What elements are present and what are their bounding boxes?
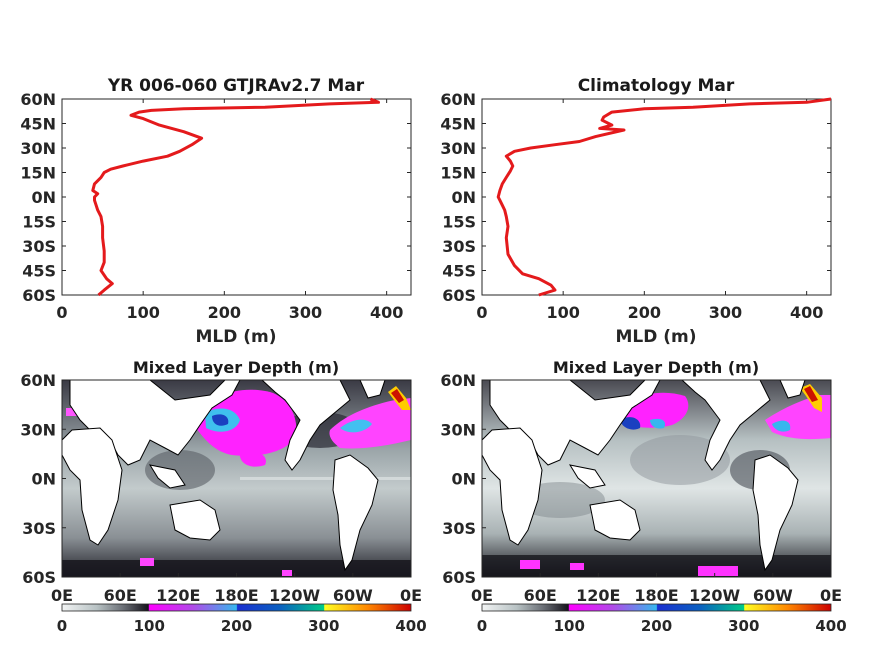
lon-tick-label: 120E bbox=[156, 586, 200, 605]
y-tick-label: 30S bbox=[22, 237, 56, 256]
x-tick-label: 200 bbox=[628, 303, 661, 322]
lat-tick-label: 30N bbox=[20, 420, 56, 439]
lat-tick-label: 0N bbox=[31, 470, 56, 489]
x-tick-labels: 0 100 200 300 400 bbox=[56, 99, 403, 322]
lon-tick-label: 60E bbox=[524, 586, 557, 605]
colorbar-tick-label: 400 bbox=[395, 617, 426, 635]
y-tick-label: 45S bbox=[442, 262, 476, 281]
y-tick-labels: 60N 45N 30N 15N 0N 15S 30S 45S 60S bbox=[20, 90, 411, 305]
colorbar-tick-label: 300 bbox=[308, 617, 339, 635]
x-tick-label: 100 bbox=[546, 303, 579, 322]
y-tick-label: 15S bbox=[22, 213, 56, 232]
colorbar-tick-label: 200 bbox=[221, 617, 252, 635]
profile-plot-left: YR 006-060 GTJRAv2.7 Mar 60N 45N 30N 15N 0N 1… bbox=[20, 76, 412, 347]
lon-tick-label: 180E bbox=[214, 586, 258, 605]
continents bbox=[482, 380, 806, 572]
lat-tick-label: 30N bbox=[440, 420, 476, 439]
y-tick-label: 15N bbox=[20, 164, 56, 183]
lon-tick-label: 120W bbox=[689, 586, 740, 605]
lon-tick-label: 60W bbox=[753, 586, 793, 605]
axes-frame bbox=[61, 98, 412, 296]
colorbar-tick-label: 0 bbox=[57, 617, 67, 635]
lon-tick-label: 0E bbox=[471, 586, 493, 605]
y-tick-label: 45S bbox=[22, 262, 56, 281]
x-tick-label: 0 bbox=[476, 303, 487, 322]
y-tick-label: 60N bbox=[20, 90, 56, 109]
lat-tick-label: 30S bbox=[442, 519, 476, 538]
map-lat-labels: 60N 30N 0N 30S 60S bbox=[440, 371, 486, 587]
map-field bbox=[482, 380, 831, 577]
y-tick-label: 0N bbox=[31, 188, 56, 207]
lat-tick-label: 60S bbox=[442, 568, 476, 587]
x-tick-label: 100 bbox=[126, 303, 159, 322]
y-tick-label: 15N bbox=[440, 164, 476, 183]
lon-tick-label: 60W bbox=[333, 586, 373, 605]
lon-tick-label: 0E bbox=[51, 586, 73, 605]
y-tick-label: 15S bbox=[442, 213, 476, 232]
colorbar-tick-label: 300 bbox=[728, 617, 759, 635]
colorbar-tick-labels: 0 100 200 300 400 bbox=[57, 617, 427, 635]
x-tick-label: 300 bbox=[289, 303, 322, 322]
lat-tick-label: 60N bbox=[20, 371, 56, 390]
y-tick-label: 60N bbox=[440, 90, 476, 109]
colorbar-tick-label: 200 bbox=[641, 617, 672, 635]
lon-tick-label: 60E bbox=[104, 586, 137, 605]
y-tick-label: 30N bbox=[20, 139, 56, 158]
colorbar bbox=[61, 603, 412, 612]
mld-profile-line bbox=[91, 97, 380, 297]
lat-tick-label: 60N bbox=[440, 371, 476, 390]
x-axis-label: MLD (m) bbox=[615, 327, 696, 347]
y-tick-label: 45N bbox=[440, 115, 476, 134]
colorbar bbox=[481, 603, 832, 612]
map-field bbox=[62, 380, 411, 577]
mld-map-left: Mixed Layer Depth (m) bbox=[20, 358, 426, 635]
map-lat-labels: 60N 30N 0N 30S 60S bbox=[20, 371, 66, 587]
y-tick-label: 60S bbox=[442, 286, 476, 305]
lon-tick-label: 180E bbox=[634, 586, 678, 605]
y-tick-labels: 60N 45N 30N 15N 0N 15S 30S 45S 60S bbox=[440, 90, 831, 305]
x-tick-label: 300 bbox=[709, 303, 742, 322]
plot-title: Climatology Mar bbox=[578, 76, 735, 96]
lon-tick-label: 120E bbox=[576, 586, 620, 605]
lat-tick-label: 30S bbox=[22, 519, 56, 538]
x-axis-label: MLD (m) bbox=[195, 327, 276, 347]
lon-tick-label: 0E bbox=[820, 586, 842, 605]
x-tick-label: 400 bbox=[790, 303, 823, 322]
x-tick-label: 200 bbox=[208, 303, 241, 322]
profile-plot-right: Climatology Mar 60N45N30N15N0N15S30S45S6… bbox=[440, 76, 832, 347]
map-title: Mixed Layer Depth (m) bbox=[133, 358, 339, 377]
colorbar-tick-label: 0 bbox=[477, 617, 487, 635]
y-tick-label: 0N bbox=[451, 188, 476, 207]
colorbar-tick-label: 100 bbox=[554, 617, 585, 635]
mld-map-right: Mixed Layer Depth (m) bbox=[440, 358, 846, 635]
y-tick-label: 30S bbox=[442, 237, 476, 256]
colorbar-tick-label: 400 bbox=[815, 617, 846, 635]
y-tick-label: 30N bbox=[440, 139, 476, 158]
x-tick-label: 400 bbox=[370, 303, 403, 322]
y-tick-label: 60S bbox=[22, 286, 56, 305]
lat-tick-label: 0N bbox=[451, 470, 476, 489]
lon-tick-label: 0E bbox=[400, 586, 422, 605]
colorbar-tick-label: 100 bbox=[134, 617, 165, 635]
colorbar-tick-labels: 0 100 200 300 400 bbox=[477, 617, 847, 635]
x-tick-labels: 0 100 200 300 400 bbox=[476, 99, 823, 322]
plot-title: YR 006-060 GTJRAv2.7 Mar bbox=[107, 76, 365, 96]
map-lon-labels: 0E 60E 120E 180E 120W 60W 0E bbox=[471, 573, 842, 605]
continents bbox=[62, 380, 386, 572]
axes-frame bbox=[481, 98, 832, 296]
map-lon-labels: 0E 60E 120E 180E 120W 60W 0E bbox=[51, 573, 422, 605]
lat-tick-label: 60S bbox=[22, 568, 56, 587]
mld-profile-line bbox=[496, 97, 832, 297]
lon-tick-label: 120W bbox=[269, 586, 320, 605]
y-tick-label: 45N bbox=[20, 115, 56, 134]
x-tick-label: 0 bbox=[56, 303, 67, 322]
map-title: Mixed Layer Depth (m) bbox=[553, 358, 759, 377]
